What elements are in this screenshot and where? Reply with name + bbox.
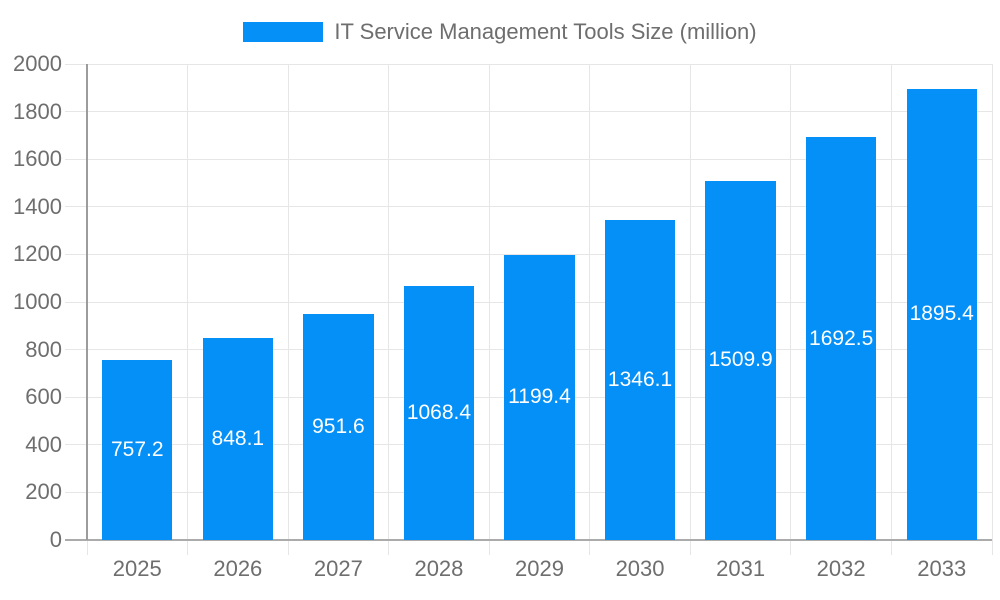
y-axis-line: [86, 64, 88, 540]
x-tick-label: 2026: [213, 556, 263, 581]
bar-2033[interactable]: 1895.4: [906, 88, 977, 540]
bar-2027[interactable]: 951.6: [303, 313, 374, 540]
bar-value-label: 1895.4: [909, 302, 974, 326]
x-tick-label: 2033: [917, 556, 967, 581]
x-gridline: [991, 64, 993, 555]
legend: IT Service Management Tools Size (millio…: [0, 18, 1000, 46]
bar-value-label: 848.1: [211, 427, 265, 451]
y-tick-label: 1000: [13, 289, 62, 314]
bar-2028[interactable]: 1068.4: [403, 285, 475, 540]
x-gridline: [790, 64, 792, 555]
y-tick-label: 0: [49, 527, 62, 552]
bar-2029[interactable]: 1199.4: [504, 254, 575, 540]
x-gridline: [890, 64, 892, 555]
bar-value-label: 757.2: [110, 437, 164, 461]
x-gridline: [187, 64, 189, 555]
x-gridline: [388, 64, 390, 555]
bar-value-label: 1199.4: [508, 385, 571, 409]
x-gridline: [689, 64, 691, 555]
bar-value-label: 1692.5: [809, 326, 874, 350]
x-tick-label: 2030: [615, 556, 665, 581]
y-tick-label: 1200: [13, 241, 62, 267]
x-tick-label: 2025: [112, 556, 162, 581]
y-tick-label: 600: [25, 384, 62, 410]
bar-2025[interactable]: 757.2: [102, 359, 173, 540]
x-gridline: [488, 64, 490, 555]
y-gridline: [65, 253, 992, 255]
bar-2026[interactable]: 848.1: [202, 338, 273, 540]
x-axis-line: [65, 539, 992, 541]
legend-series-label: IT Service Management Tools Size (millio…: [334, 19, 757, 44]
x-gridline: [287, 64, 289, 555]
y-gridline: [65, 206, 992, 208]
y-gridline: [65, 63, 992, 65]
y-tick-label: 200: [25, 479, 62, 505]
y-gridline: [65, 111, 992, 113]
y-gridline: [65, 158, 992, 160]
y-tick-label: 400: [25, 431, 62, 457]
y-tick-label: 1600: [13, 146, 62, 172]
bar-value-label: 1346.1: [607, 367, 673, 391]
y-tick-label: 2000: [13, 51, 62, 76]
y-tick-label: 1800: [13, 98, 62, 124]
bar-value-label: 1068.4: [406, 400, 472, 424]
x-tick-label: 2027: [313, 556, 363, 581]
bar-value-label: 951.6: [312, 414, 365, 438]
x-tick-label: 2028: [414, 556, 464, 581]
y-tick-label: 800: [25, 336, 62, 362]
bar-2030[interactable]: 1346.1: [604, 219, 676, 540]
y-tick-label: 1400: [13, 193, 62, 219]
legend-item[interactable]: IT Service Management Tools Size (millio…: [243, 18, 757, 46]
bar-value-label: 1509.9: [708, 348, 773, 372]
x-gridline: [589, 64, 591, 555]
x-tick-label: 2029: [515, 556, 564, 581]
x-tick-label: 2031: [716, 556, 766, 581]
legend-color-swatch-icon: [243, 22, 324, 42]
bar-2031[interactable]: 1509.9: [705, 180, 776, 540]
bar-2032[interactable]: 1692.5: [805, 137, 877, 540]
x-tick-label: 2032: [816, 556, 866, 581]
